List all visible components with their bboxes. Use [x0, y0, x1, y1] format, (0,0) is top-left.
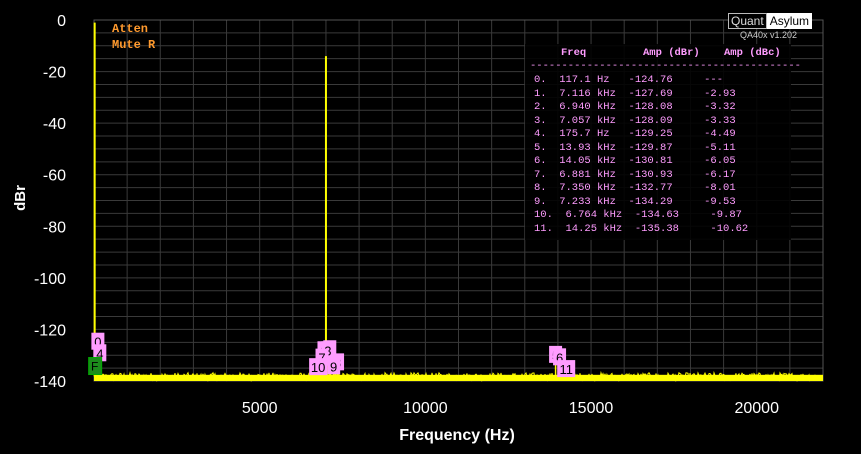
peak-marker-box: [327, 357, 341, 375]
peak-table-header-dbc: Amp (dBc): [724, 47, 781, 59]
peak-marker-box: [309, 358, 328, 376]
y-tick-label: -60: [43, 168, 66, 185]
peak-marker-box: [557, 360, 576, 378]
peak-marker-label: 7: [318, 351, 325, 366]
peak-table-header-freq: Freq: [561, 47, 587, 59]
y-tick-label: -80: [43, 219, 66, 236]
peak-markers: 04123567891011F: [88, 332, 576, 378]
x-tick-label: 10000: [403, 400, 448, 417]
peak-marker-label: 4: [96, 346, 103, 361]
f-marker-label: F: [91, 360, 98, 374]
peak-table-row: 6. 14.05 kHz -130.81 -6.05: [534, 155, 736, 167]
peak-table-row: 4. 175.7 Hz -129.25 -4.49: [534, 128, 736, 140]
y-tick-label: 0: [57, 13, 66, 30]
peak-marker-label: 11: [559, 362, 573, 377]
peak-table-row: 10. 6.764 kHz -134.63 -9.87: [534, 209, 742, 221]
peak-table-row: 5. 13.93 kHz -129.87 -5.11: [534, 141, 736, 154]
peak-table-row: 9. 7.233 kHz -134.29 -9.53: [534, 195, 736, 208]
peak-table-header-dbr: Amp (dBr): [643, 47, 700, 59]
brand-part2: Asylum: [766, 13, 813, 29]
peak-marker-label: 6: [556, 350, 563, 365]
status-atten: Atten: [112, 22, 149, 36]
peak-table: Freq Amp (dBr) Amp (dBc) ---------------…: [525, 44, 801, 240]
peak-table-row: 3. 7.057 kHz -128.09 -3.33: [534, 114, 736, 127]
peak-table-row: 2. 6.940 kHz -128.08 -3.32: [534, 101, 736, 113]
axis-ticks: 5000 10000 15000 20000 0 -20 -40 -60 -80 -100 -120…: [34, 13, 779, 417]
x-axis-label: Frequency (Hz): [399, 427, 515, 444]
y-tick-label: -120: [34, 322, 66, 339]
peak-table-separator: ----------------------------------------…: [530, 60, 801, 72]
peak-table-row: 11. 14.25 kHz -135.38 -10.62: [534, 222, 749, 235]
y-tick-label: -20: [43, 65, 66, 82]
y-tick-label: -40: [43, 116, 66, 133]
peak-table-row: 8. 7.350 kHz -132.77 -8.01: [534, 182, 736, 194]
peak-marker-label: 0: [94, 335, 101, 350]
peak-table-row: 7. 6.881 kHz -130.93 -6.17: [534, 168, 736, 181]
peak-marker-label: 9: [330, 359, 337, 374]
peak-table-row: 0. 117.1 Hz -124.76 ---: [534, 74, 724, 86]
spectrum-trace: [93, 22, 824, 383]
brand-part1: Quant: [728, 13, 767, 29]
y-tick-label: -140: [34, 374, 66, 391]
peak-table-row: 1. 7.116 kHz -127.69 -2.93: [534, 87, 736, 100]
x-tick-label: 5000: [242, 400, 278, 417]
y-axis-label: dBr: [12, 185, 29, 211]
status-mute: Mute R: [112, 38, 156, 52]
x-tick-label: 20000: [734, 400, 779, 417]
f-marker-box: [88, 357, 103, 376]
version-label: QA40x v1.202: [740, 30, 798, 40]
x-tick-label: 15000: [569, 400, 614, 417]
noise-floor-fill: [94, 374, 823, 381]
y-tick-label: -100: [34, 271, 66, 288]
brand-logo: Quant Asylum: [728, 13, 813, 29]
peak-marker-label: 10: [311, 360, 325, 375]
